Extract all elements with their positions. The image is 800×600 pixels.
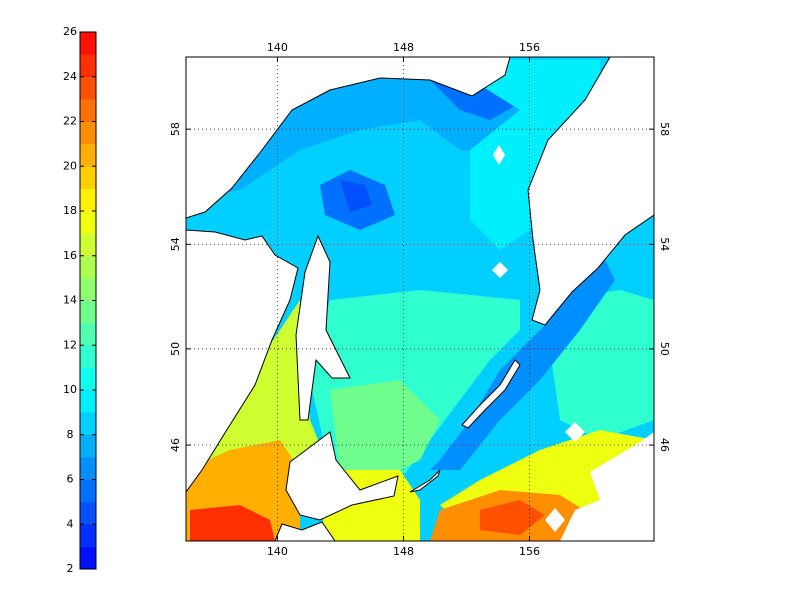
y-tick-label: 46	[658, 438, 671, 452]
y-tick-label: 54	[658, 237, 671, 251]
land	[186, 57, 511, 219]
x-tick-label: 156	[519, 545, 540, 558]
y-tick-label: 54	[169, 237, 182, 251]
colorbar-tick-label: 14	[63, 294, 77, 307]
colorbar-tick-label: 20	[63, 159, 77, 172]
land	[527, 57, 654, 326]
colorbar-band	[80, 32, 96, 55]
land	[295, 234, 351, 421]
colorbar-band	[80, 121, 96, 145]
colorbar-band	[80, 412, 96, 436]
colorbar-band	[80, 233, 96, 257]
land	[186, 229, 299, 493]
x-tick-label: 148	[393, 545, 414, 558]
field-region	[480, 500, 545, 535]
land	[274, 521, 336, 541]
colorbar-band	[80, 188, 96, 212]
grid	[186, 57, 654, 541]
colorbar-tick-label: 8	[67, 428, 74, 441]
colorbar-band	[80, 434, 96, 458]
map-frame	[185, 56, 655, 542]
sst-field	[186, 57, 654, 541]
colorbar-tick-label: 12	[63, 338, 77, 351]
colorbar-band	[80, 479, 96, 503]
field-region	[330, 380, 440, 480]
colorbar-band	[80, 99, 96, 122]
field-region	[440, 60, 600, 250]
y-tick-label: 58	[658, 122, 671, 136]
x-tick-label: 148	[393, 41, 414, 54]
colorbar-tick-label: 4	[67, 517, 74, 530]
colorbar-band	[80, 501, 96, 525]
x-tick-label: 140	[267, 545, 288, 558]
colorbar-tick-label: 2	[67, 562, 74, 575]
colorbar-tick-label: 6	[67, 473, 74, 486]
colorbar-band	[80, 546, 96, 570]
field-region	[340, 180, 372, 212]
colorbar-tick-label: 18	[63, 204, 77, 217]
colorbar-band	[80, 143, 96, 167]
no-data	[560, 432, 654, 541]
colorbar-band	[80, 345, 96, 368]
y-tick-label: 46	[169, 438, 182, 452]
colorbar-band	[80, 166, 96, 189]
y-tick-label: 50	[169, 342, 182, 356]
colorbar-band	[80, 390, 96, 413]
y-tick-label: 58	[169, 122, 182, 136]
colorbar-tick-label: 10	[63, 383, 77, 396]
map-axes: 140 140 148 148 156 156 46 46 50 50 54 54 58 58	[169, 41, 671, 558]
field-region	[190, 505, 275, 541]
colorbar-band	[80, 524, 96, 547]
colorbar-band	[80, 457, 96, 480]
colorbar-band	[80, 255, 96, 279]
x-tick-label: 140	[267, 41, 288, 54]
colorbar-tick-label: 24	[63, 70, 77, 83]
land	[461, 359, 521, 429]
colorbar-band	[80, 211, 96, 234]
colorbar-band	[80, 54, 96, 78]
colorbar-band	[80, 367, 96, 391]
colorbar-tick-label: 22	[63, 115, 77, 128]
x-tick-label: 156	[519, 41, 540, 54]
land	[409, 469, 441, 493]
colorbar-band	[80, 76, 96, 100]
colorbar-tick-label: 26	[63, 25, 77, 38]
colorbar-tick-label: 16	[63, 249, 77, 262]
y-tick-label: 50	[658, 342, 671, 356]
colorbar-band	[80, 300, 96, 324]
colorbar-band	[80, 322, 96, 346]
colorbar-band	[80, 278, 96, 301]
land	[285, 431, 399, 521]
